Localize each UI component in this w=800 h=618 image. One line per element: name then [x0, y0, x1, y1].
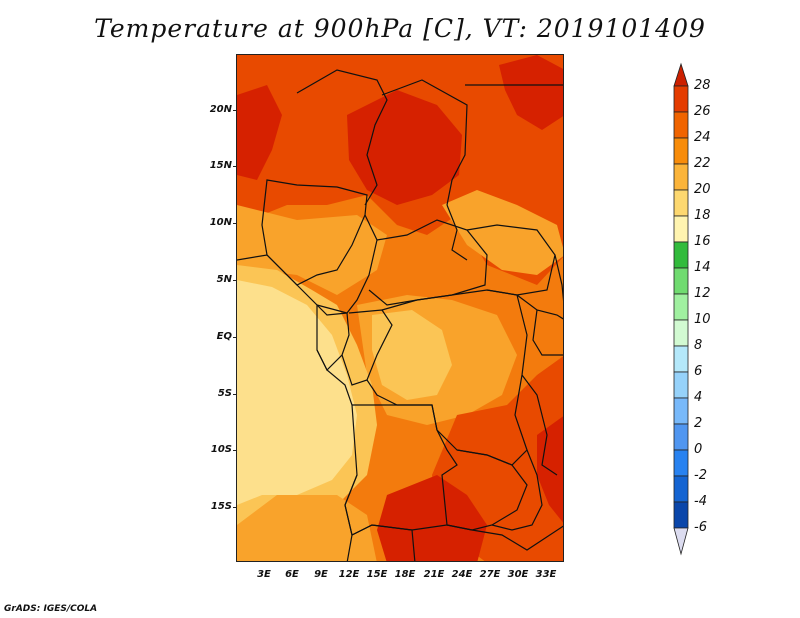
country-borders — [237, 69, 563, 561]
field-hotcore-ne — [499, 55, 563, 130]
border-mozambique — [491, 449, 543, 531]
lon-label: 33E — [535, 569, 557, 580]
colorbar-label: 24 — [694, 130, 711, 145]
field-hotcore-nw — [237, 85, 282, 180]
lat-label: 15N — [209, 160, 232, 171]
colorbar-segment — [673, 397, 689, 425]
border-zambia — [446, 449, 528, 531]
colorbar-segment — [673, 215, 689, 243]
colorbar-segment — [673, 267, 689, 295]
field-atlantic-18 — [237, 280, 357, 505]
lat-label: 5S — [217, 388, 232, 399]
border-chad-sudan — [446, 204, 468, 261]
colorbar-segment — [673, 423, 689, 451]
lon-label: 30E — [507, 569, 529, 580]
colorbar-segment — [673, 475, 689, 503]
border-namibia — [351, 524, 416, 561]
colorbar-label: -6 — [694, 520, 707, 535]
field-east-22 — [442, 190, 563, 275]
lat-label: 5N — [216, 274, 232, 285]
lon-label: 3E — [257, 569, 271, 580]
colorbar-label: 6 — [694, 364, 703, 379]
colorbar-label: 12 — [694, 286, 711, 301]
colorbar-label: -4 — [694, 494, 707, 509]
colorbar-segment — [673, 111, 689, 139]
lon-label: 15E — [366, 569, 388, 580]
lon-label: 18E — [394, 569, 416, 580]
colorbar-segment — [673, 319, 689, 347]
lat-label: 10N — [209, 217, 232, 228]
border-car — [368, 219, 488, 306]
field-east-coast-28 — [537, 416, 563, 523]
border-chad-libya — [381, 79, 468, 206]
colorbar-label: 14 — [694, 260, 711, 275]
border-tanzania — [521, 374, 558, 476]
colorbar-label: 18 — [694, 208, 711, 223]
lon-label: 9E — [314, 569, 328, 580]
lat-label: EQ — [216, 331, 232, 342]
colorbar-label: 20 — [694, 182, 711, 197]
map-title: Temperature at 900hPa [C], VT: 201910140… — [94, 14, 706, 43]
colorbar-segment — [673, 241, 689, 269]
field-west-22 — [237, 205, 387, 295]
border-east — [532, 309, 563, 356]
coastline-east — [554, 254, 563, 302]
colorbar-segment — [673, 527, 689, 556]
colorbar-label: 8 — [694, 338, 703, 353]
colorbar-segment — [673, 137, 689, 165]
colorbar-label: 0 — [694, 442, 703, 457]
lon-label: 27E — [479, 569, 501, 580]
lon-label: 24E — [451, 569, 473, 580]
border-uganda-kenya — [516, 294, 563, 320]
colorbar — [673, 62, 689, 556]
colorbar-segment — [673, 85, 689, 113]
colorbar-label: -2 — [694, 468, 707, 483]
temperature-field — [237, 55, 563, 561]
lon-label: 6E — [285, 569, 299, 580]
field-hotcore-central — [347, 90, 462, 205]
colorbar-label: 4 — [694, 390, 703, 405]
colorbar-segment — [673, 501, 689, 529]
coastline-west — [237, 254, 358, 561]
field-south-28 — [377, 475, 487, 561]
colorbar-label: 22 — [694, 156, 711, 171]
border-botswana — [446, 524, 563, 551]
lat-label: 20N — [209, 104, 232, 115]
lon-label: 21E — [423, 569, 445, 580]
temperature-map — [236, 54, 564, 562]
lat-label: 15S — [210, 501, 232, 512]
lat-label: 10S — [210, 444, 232, 455]
colorbar-segment — [673, 163, 689, 191]
colorbar-segment — [673, 345, 689, 373]
colorbar-segment — [673, 189, 689, 217]
colorbar-label: 10 — [694, 312, 711, 327]
border-sahara — [296, 69, 388, 206]
colorbar-segment — [673, 371, 689, 399]
colorbar-label: 2 — [694, 416, 703, 431]
colorbar-label: 16 — [694, 234, 711, 249]
colorbar-segment — [673, 293, 689, 321]
field-central-20 — [372, 310, 452, 400]
field-southwest-22 — [237, 495, 377, 561]
colorbar-label: 26 — [694, 104, 711, 119]
colorbar-segment — [673, 449, 689, 477]
grads-credit: GrADS: IGES/COLA — [4, 604, 98, 614]
colorbar-segment — [673, 62, 689, 87]
lon-label: 12E — [338, 569, 360, 580]
colorbar-label: 28 — [694, 78, 711, 93]
